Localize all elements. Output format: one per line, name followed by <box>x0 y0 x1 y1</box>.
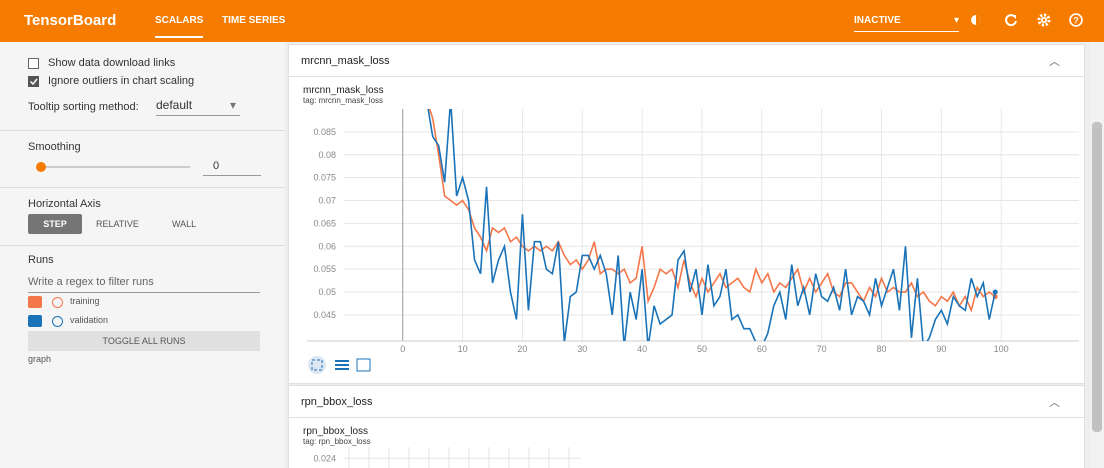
chart-title: mrcnn_mask_loss <box>303 85 384 96</box>
axis-button[interactable]: STEP <box>28 214 82 234</box>
chart-toolbar <box>308 356 371 374</box>
settings-icon[interactable] <box>1036 12 1052 28</box>
tooltip-label: Tooltip sorting method: <box>28 101 139 113</box>
smoothing-label: Smoothing <box>28 141 81 153</box>
card-title: rpn_bbox_loss <box>301 396 373 408</box>
fit-button[interactable] <box>308 356 326 374</box>
tooltip-value: default <box>156 98 193 112</box>
top-bar: TensorBoard SCALARS TIME SERIES INACTIVE… <box>0 0 1104 42</box>
x-tick-label: 0 <box>400 344 405 354</box>
checkbox[interactable] <box>28 58 39 69</box>
runs-filter[interactable]: Write a regex to filter runs <box>28 276 260 293</box>
x-tick-label: 100 <box>994 344 1009 354</box>
tab[interactable]: SCALARS <box>155 15 204 38</box>
checkbox[interactable] <box>28 76 39 87</box>
chart: 0.045 0.05 0.055 0.06 0.065 0.07 0.075 0.08 0.08… <box>307 109 1079 354</box>
y-tick-label: 0.065 <box>313 218 336 228</box>
smoothing-section: Smoothing 0 <box>0 131 285 188</box>
y-tick-label: 0.045 <box>313 310 336 320</box>
y-tick-label: 0.07 <box>318 196 336 206</box>
option-label: Show data download links <box>48 57 176 69</box>
y-tick-label: 0.06 <box>318 241 336 251</box>
run-name: training <box>70 296 100 306</box>
brand: TensorBoard <box>24 12 117 29</box>
run-color <box>52 297 63 308</box>
slider-track[interactable] <box>40 166 190 168</box>
smoothing-value: 0 <box>213 160 220 172</box>
divider <box>289 76 1086 77</box>
x-tick-label: 50 <box>697 344 707 354</box>
axis-section: Horizontal Axis STEP RELATIVE WALL <box>0 188 285 246</box>
x-tick-label: 80 <box>877 344 887 354</box>
dropdown-arrow: ▾ <box>229 98 236 112</box>
chart-subtitle: tag: mrcnn_mask_loss <box>303 96 384 105</box>
run-checkbox[interactable] <box>28 315 42 327</box>
x-tick-label: 30 <box>577 344 587 354</box>
y-tick-label: 0.055 <box>313 264 336 274</box>
main-panel: mrcnn_mask_loss ︿ mrcnn_mask_loss tag: m… <box>288 42 1090 468</box>
run-name: validation <box>70 315 109 325</box>
run-color <box>52 316 63 327</box>
x-tick-label: 20 <box>517 344 527 354</box>
help-icon[interactable]: ? <box>1068 12 1084 28</box>
scrollbar[interactable] <box>1090 42 1104 468</box>
y-tick-label: 0.024 <box>313 453 336 463</box>
sidebar: Show data download links Ignore outliers… <box>0 42 285 468</box>
scroll-thumb[interactable] <box>1092 122 1102 432</box>
y-tick-label: 0.05 <box>318 287 336 297</box>
dropdown-arrow: ▾ <box>953 15 959 26</box>
status: INACTIVE <box>854 15 901 26</box>
reload-icon[interactable] <box>1003 12 1019 28</box>
x-tick-label: 60 <box>757 344 767 354</box>
runs-label: Runs <box>28 254 54 266</box>
slider-thumb[interactable] <box>36 162 46 172</box>
axis-button[interactable]: WALL <box>172 219 197 229</box>
option-label: Ignore outliers in chart scaling <box>48 75 195 87</box>
check <box>29 78 38 86</box>
status-select[interactable]: INACTIVE ▾ <box>854 15 959 32</box>
chart-card: rpn_bbox_loss ︿ rpn_bbox_loss tag: rpn_b… <box>288 385 1086 468</box>
divider <box>289 417 1086 418</box>
graph-label: graph <box>28 354 52 364</box>
chart-card: mrcnn_mask_loss ︿ mrcnn_mask_loss tag: m… <box>288 44 1086 384</box>
last-point <box>992 289 998 295</box>
card-title: mrcnn_mask_loss <box>301 55 390 67</box>
tooltip-select[interactable]: default ▾ <box>156 98 240 116</box>
series-line <box>427 109 997 341</box>
x-tick-label: 40 <box>637 344 647 354</box>
collapse-caret[interactable]: ︿ <box>1049 397 1060 409</box>
options-section: Show data download links Ignore outliers… <box>0 42 285 131</box>
svg-text:?: ? <box>1073 16 1079 26</box>
y-tick-label: 0.085 <box>313 127 336 137</box>
chart-subtitle: tag: rpn_bbox_loss <box>303 437 371 446</box>
y-tick-label: 0.08 <box>318 150 336 160</box>
x-tick-label: 90 <box>936 344 946 354</box>
legend-icon[interactable] <box>335 360 349 370</box>
theme-icon[interactable] <box>968 12 984 28</box>
tab[interactable]: TIME SERIES <box>222 15 286 26</box>
fit-icon <box>311 359 323 371</box>
run-checkbox[interactable] <box>28 296 42 308</box>
toggle-runs-button[interactable]: TOGGLE ALL RUNS <box>28 331 260 351</box>
x-tick-label: 70 <box>817 344 827 354</box>
expand-icon[interactable] <box>356 358 371 372</box>
smoothing-input[interactable]: 0 <box>203 160 261 176</box>
axis-label: Horizontal Axis <box>28 198 101 210</box>
y-tick-label: 0.075 <box>313 173 336 183</box>
chart-title: rpn_bbox_loss <box>303 426 369 437</box>
axis-button[interactable]: RELATIVE <box>96 219 139 229</box>
chart: 0.024 <box>313 447 581 468</box>
x-tick-label: 10 <box>458 344 468 354</box>
collapse-caret[interactable]: ︿ <box>1049 56 1060 68</box>
